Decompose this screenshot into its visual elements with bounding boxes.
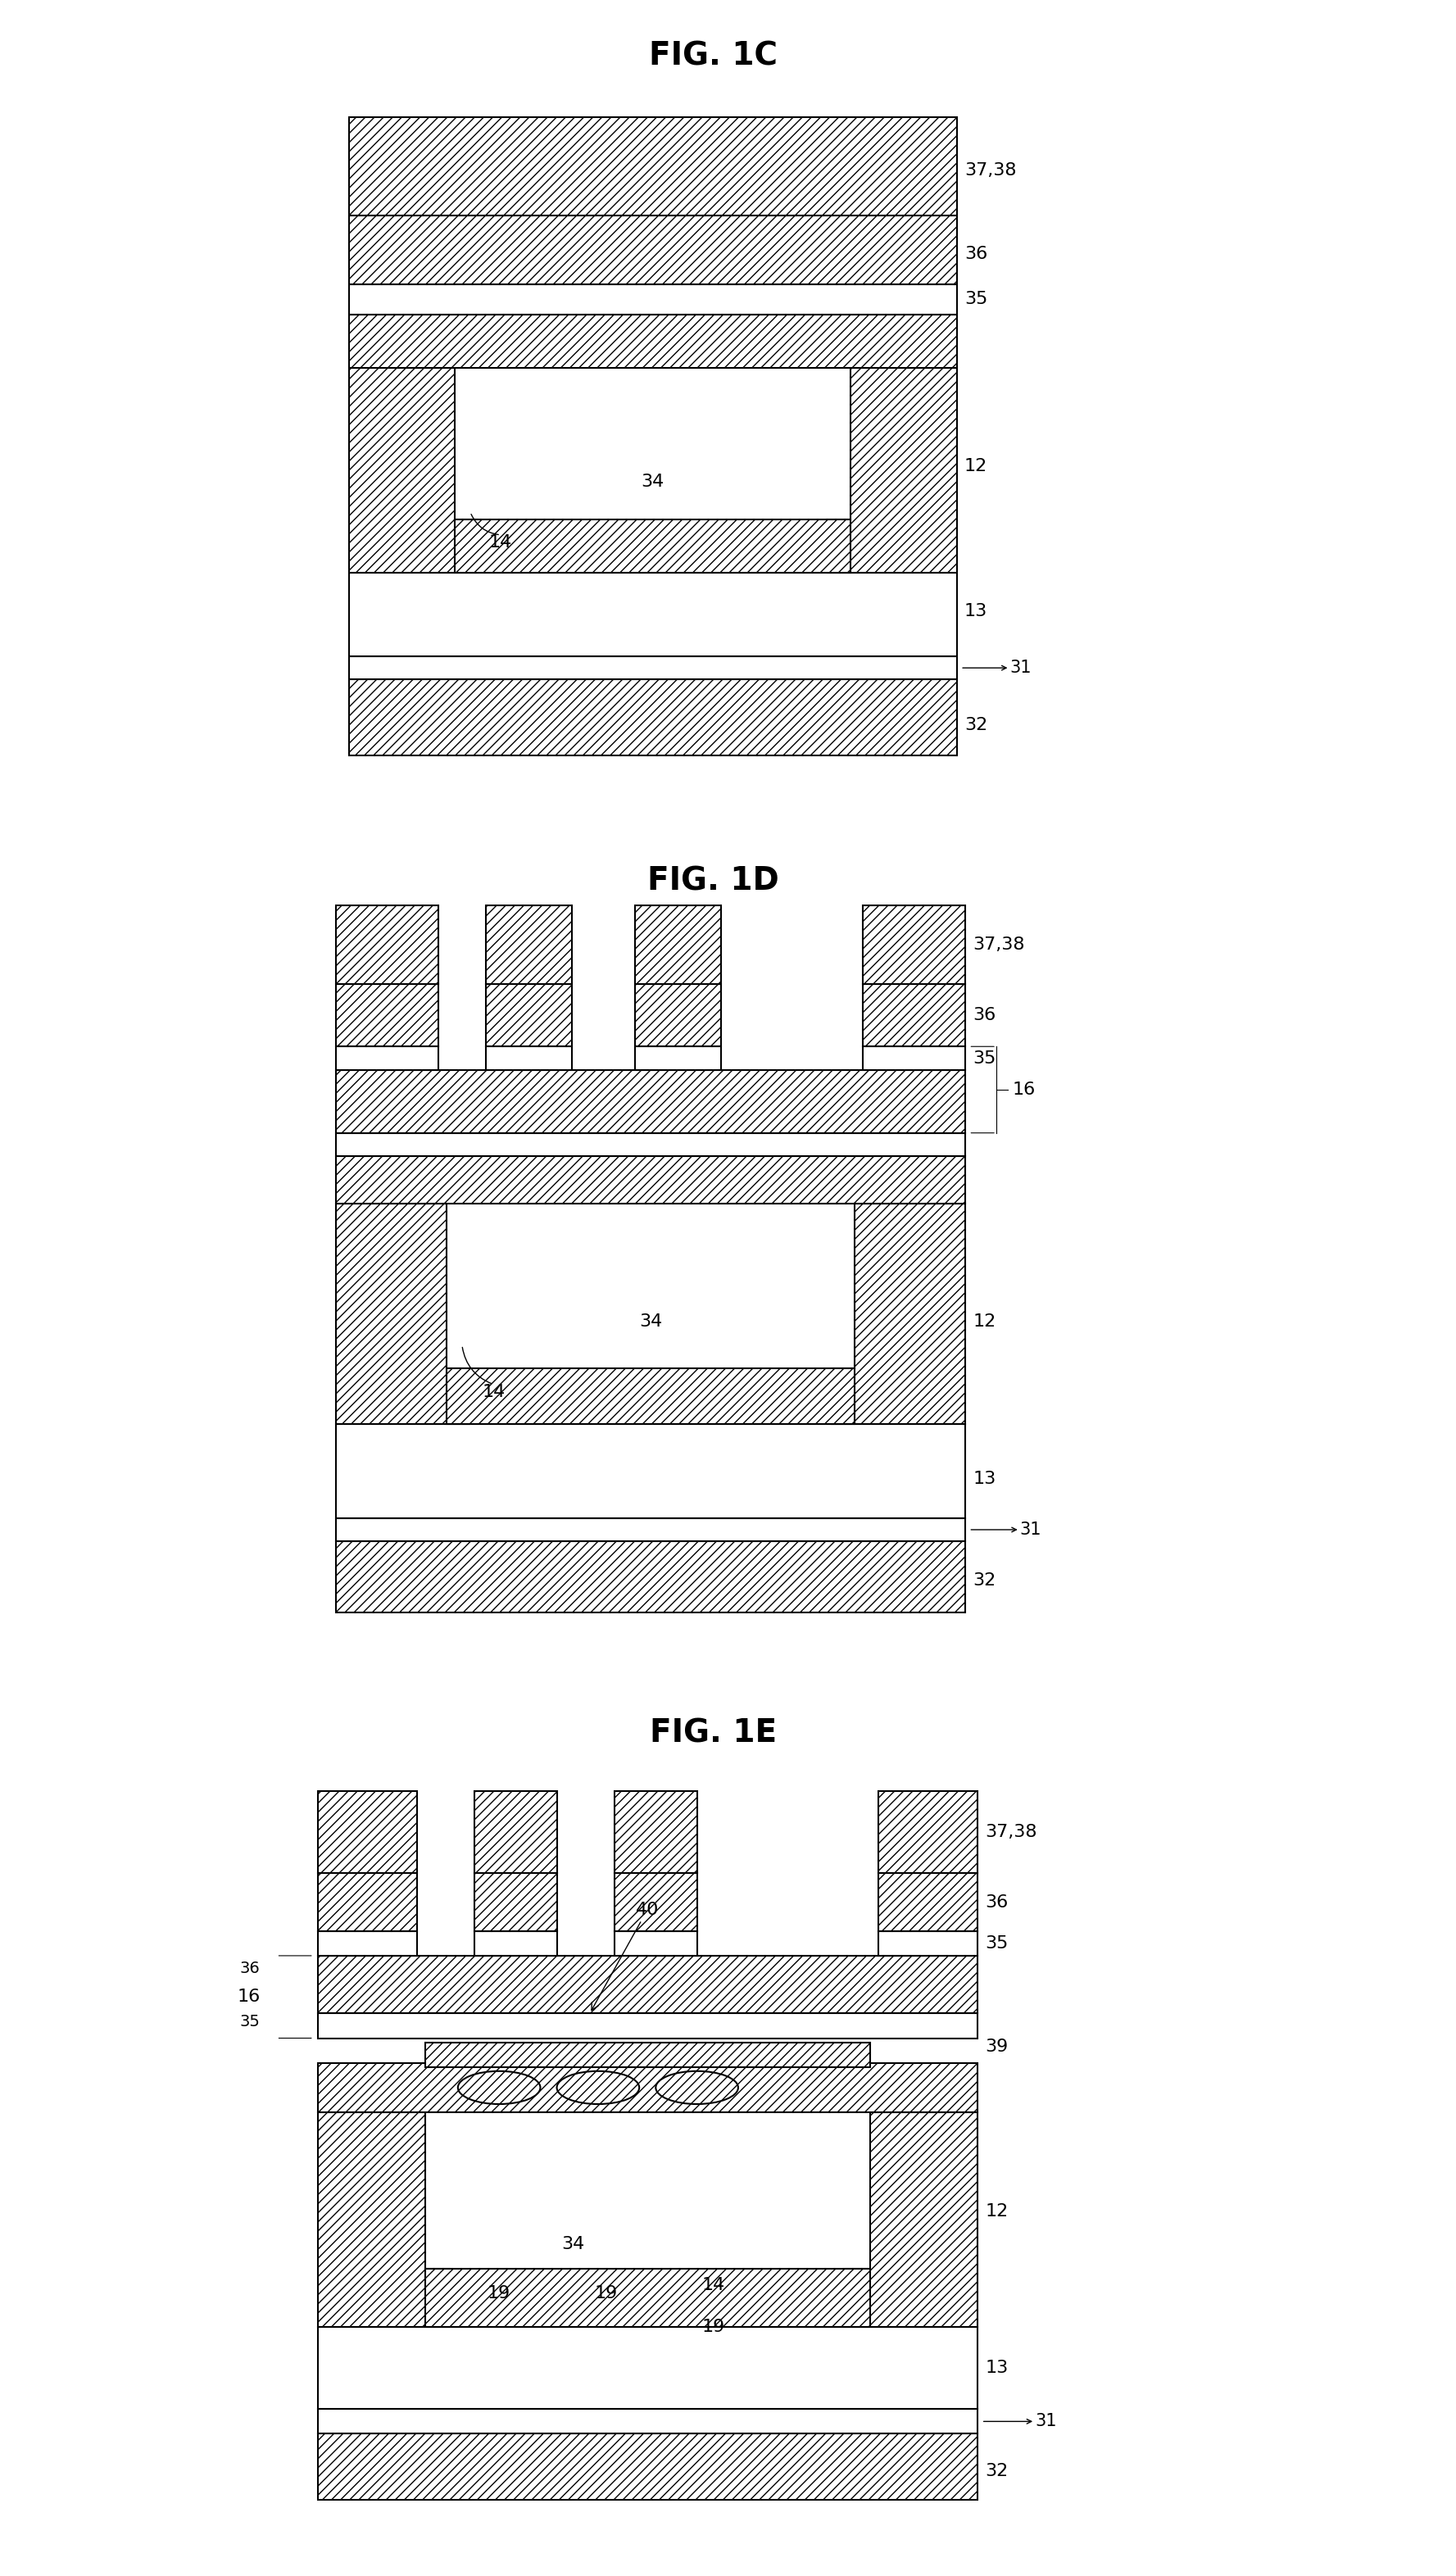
Bar <box>336 1540 965 1613</box>
Text: 34: 34 <box>639 1314 662 1329</box>
Text: 36: 36 <box>973 1007 996 1023</box>
Text: 32: 32 <box>986 2463 1009 2478</box>
Text: 31: 31 <box>1010 659 1031 675</box>
Ellipse shape <box>457 2071 540 2105</box>
Text: 13: 13 <box>973 1471 996 1486</box>
Text: 36: 36 <box>240 1960 261 1976</box>
Bar <box>336 984 438 1046</box>
Text: 37,38: 37,38 <box>973 935 1025 953</box>
Text: 19: 19 <box>594 2285 617 2303</box>
Bar <box>317 2409 977 2434</box>
Text: 14: 14 <box>482 1383 505 1401</box>
Bar <box>336 1069 965 1133</box>
Text: FIG. 1C: FIG. 1C <box>649 41 778 72</box>
Text: 34: 34 <box>562 2236 585 2251</box>
Bar <box>317 1790 416 1873</box>
Bar <box>317 1955 977 2014</box>
Text: 32: 32 <box>964 716 987 734</box>
Bar <box>336 904 438 984</box>
Bar <box>878 1932 977 1955</box>
Text: 13: 13 <box>986 2360 1009 2375</box>
Text: 32: 32 <box>973 1571 996 1589</box>
Text: 34: 34 <box>641 474 664 489</box>
Bar <box>317 1932 416 1955</box>
Bar <box>635 984 721 1046</box>
Bar <box>317 2326 977 2409</box>
Bar <box>475 1790 556 1873</box>
Bar <box>486 904 572 984</box>
Bar <box>336 1425 965 1517</box>
Text: 19: 19 <box>488 2285 511 2303</box>
Polygon shape <box>846 2112 977 2326</box>
Text: 40: 40 <box>591 1901 660 2009</box>
Bar <box>317 2063 977 2112</box>
Bar <box>348 216 957 283</box>
Bar <box>863 904 965 984</box>
Text: 12: 12 <box>986 2202 1009 2221</box>
Bar <box>878 1790 977 1873</box>
Text: 31: 31 <box>1035 2414 1057 2429</box>
Bar <box>336 1133 965 1157</box>
Polygon shape <box>831 1203 965 1425</box>
Text: FIG. 1D: FIG. 1D <box>648 866 779 896</box>
Bar <box>614 1873 697 1932</box>
Polygon shape <box>317 2112 450 2326</box>
Text: 35: 35 <box>964 291 987 307</box>
Text: 37,38: 37,38 <box>964 162 1016 178</box>
Bar <box>348 572 957 657</box>
Bar <box>317 2014 977 2038</box>
Bar <box>348 657 957 680</box>
Ellipse shape <box>556 2071 639 2105</box>
Bar <box>635 1046 721 1069</box>
Text: 12: 12 <box>973 1314 996 1329</box>
Bar <box>486 1046 572 1069</box>
Bar <box>635 904 721 984</box>
Bar <box>348 283 957 314</box>
Text: 37,38: 37,38 <box>986 1824 1038 1839</box>
Text: 35: 35 <box>240 2014 261 2030</box>
Bar <box>425 2269 871 2326</box>
Bar <box>317 1873 416 1932</box>
Text: 12: 12 <box>964 459 987 474</box>
Bar <box>878 1873 977 1932</box>
Bar <box>475 1873 556 1932</box>
Text: 16: 16 <box>1012 1082 1035 1097</box>
Bar <box>863 984 965 1046</box>
Text: 36: 36 <box>964 245 987 263</box>
Bar <box>447 1368 855 1425</box>
Text: 36: 36 <box>986 1893 1009 1911</box>
Bar <box>348 116 957 216</box>
Bar <box>614 1790 697 1873</box>
Text: 14: 14 <box>702 2277 725 2293</box>
Bar <box>475 1932 556 1955</box>
Ellipse shape <box>655 2071 738 2105</box>
Text: 19: 19 <box>702 2318 725 2334</box>
Text: 14: 14 <box>489 533 513 551</box>
Bar <box>486 984 572 1046</box>
Text: 31: 31 <box>1019 1522 1041 1538</box>
Bar <box>336 1046 438 1069</box>
Text: 35: 35 <box>986 1935 1009 1953</box>
Bar <box>336 1157 965 1203</box>
Text: FIG. 1E: FIG. 1E <box>649 1718 778 1749</box>
Polygon shape <box>827 368 957 572</box>
Bar <box>863 1046 965 1069</box>
Bar <box>456 520 850 572</box>
Bar <box>348 314 957 368</box>
Bar <box>348 680 957 755</box>
Bar <box>317 2434 977 2499</box>
Text: 39: 39 <box>986 2038 1009 2056</box>
Text: 16: 16 <box>237 1989 261 2004</box>
Text: 13: 13 <box>964 603 987 618</box>
Text: 35: 35 <box>973 1051 996 1066</box>
Bar <box>425 2043 871 2066</box>
Polygon shape <box>336 1203 470 1425</box>
Polygon shape <box>348 368 478 572</box>
Bar <box>336 1517 965 1540</box>
Bar <box>614 1932 697 1955</box>
